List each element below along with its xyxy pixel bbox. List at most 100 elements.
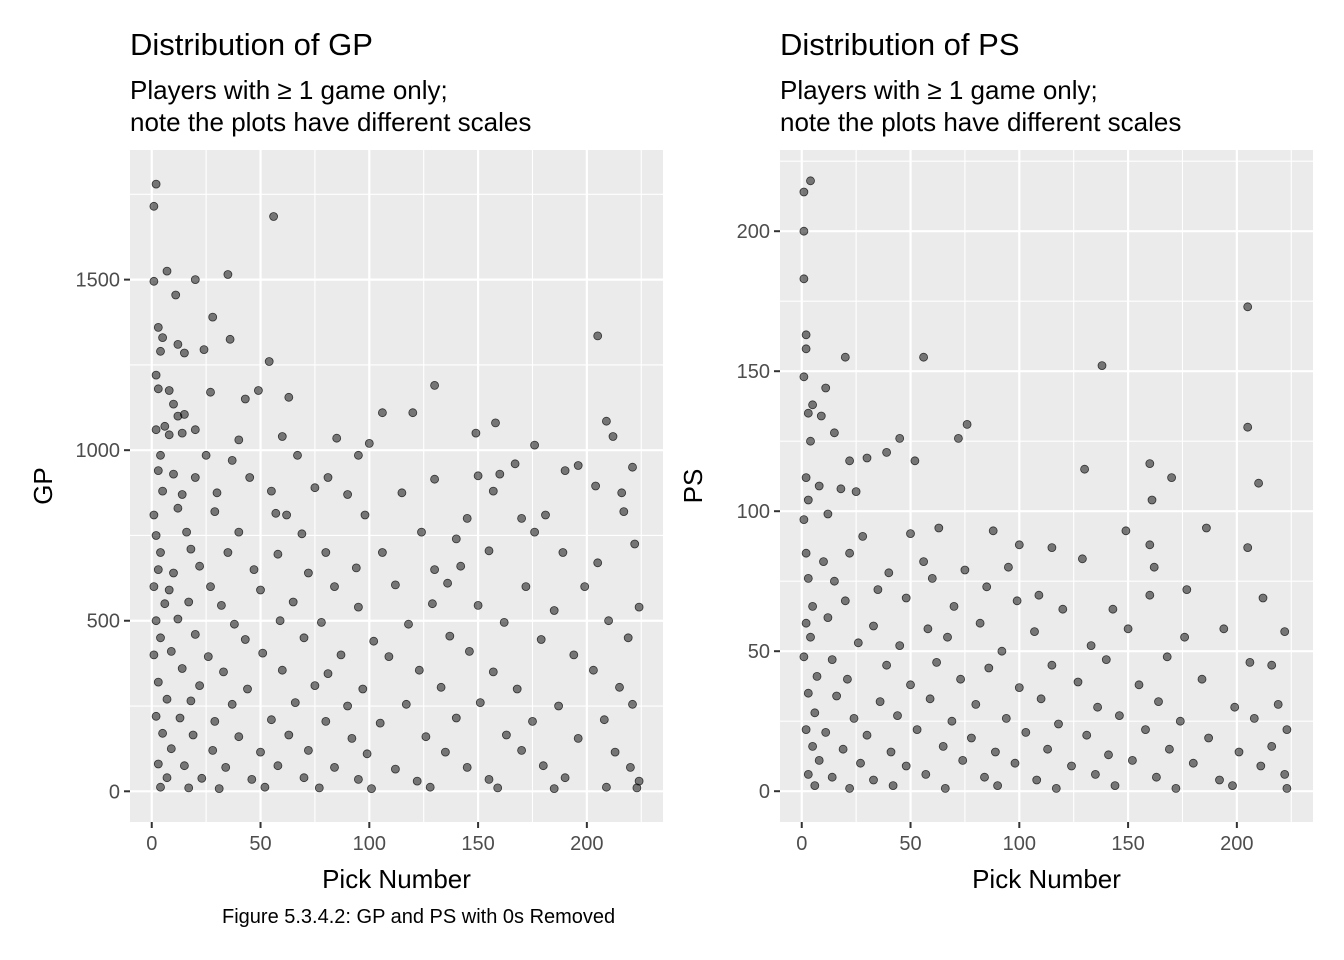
- gp-data-point: [593, 558, 603, 568]
- gp-data-point: [430, 380, 440, 390]
- ps-data-point: [932, 658, 942, 667]
- ps-data-point: [1258, 593, 1268, 603]
- ps-data-point: [808, 400, 818, 410]
- ps-data-point: [1245, 658, 1255, 667]
- gp-subtitle-line-1: Players with ≥ 1 game only;: [130, 75, 448, 105]
- ps-data-point: [1282, 784, 1292, 793]
- gp-data-point: [610, 747, 620, 757]
- ps-data-point: [1043, 744, 1053, 754]
- ps-data-point: [1280, 627, 1290, 636]
- ps-data-point: [949, 602, 959, 611]
- gp-subtitle-line-2: note the plots have different scales: [130, 107, 532, 137]
- ps-data-point: [886, 747, 896, 757]
- ps-data-point: [803, 770, 813, 779]
- gp-data-point: [560, 466, 570, 476]
- ps-data-point: [873, 585, 883, 594]
- gp-data-point: [275, 616, 285, 626]
- ps-data-point: [812, 672, 822, 681]
- ps-data-point: [1021, 728, 1031, 737]
- gp-data-point: [240, 635, 250, 644]
- gp-data-point: [256, 585, 265, 595]
- gp-data-point: [462, 514, 472, 523]
- gp-data-point: [271, 508, 281, 518]
- gp-data-point: [488, 486, 498, 496]
- gp-data-point: [362, 749, 372, 759]
- ps-data-point: [893, 711, 902, 720]
- gp-data-point: [619, 507, 629, 517]
- gp-data-point: [258, 648, 268, 658]
- gp-data-point: [421, 732, 431, 742]
- gp-data-point: [164, 585, 174, 595]
- ps-data-point: [1197, 674, 1207, 684]
- gp-data-point: [332, 433, 342, 443]
- ps-data-point: [993, 781, 1003, 790]
- gp-data-point: [632, 783, 642, 793]
- gp-data-point: [151, 616, 161, 626]
- ps-y-tick-label: 200: [737, 221, 770, 243]
- gp-data-point: [628, 699, 637, 709]
- gp-y-tick-label: 1000: [76, 440, 121, 462]
- gp-data-point: [284, 730, 294, 740]
- gp-data-point: [510, 459, 520, 469]
- gp-data-point: [234, 732, 244, 742]
- ps-data-point: [895, 641, 905, 650]
- figure-caption: Figure 5.3.4.2: GP and PS with 0s Remove…: [222, 906, 616, 928]
- gp-data-point: [162, 694, 172, 704]
- ps-data-point: [1114, 711, 1124, 720]
- gp-data-point: [273, 549, 283, 559]
- gp-x-tick-label: 200: [570, 833, 603, 855]
- gp-data-point: [336, 650, 346, 660]
- ps-data-point: [869, 621, 878, 631]
- gp-data-point: [223, 548, 233, 557]
- gp-data-point: [536, 635, 546, 644]
- ps-x-axis-title: Pick Number: [972, 864, 1121, 894]
- gp-data-point: [375, 718, 385, 728]
- gp-y-axis-title: GP: [28, 467, 58, 505]
- gp-data-point: [321, 548, 331, 557]
- ps-data-point: [990, 747, 1000, 757]
- ps-data-point: [801, 330, 811, 340]
- gp-data-point: [212, 488, 222, 498]
- ps-data-point: [832, 691, 842, 701]
- gp-data-point: [206, 387, 215, 397]
- gp-data-point: [173, 503, 183, 513]
- ps-data-point: [923, 624, 933, 634]
- ps-data-point: [1082, 730, 1092, 740]
- ps-data-point: [1180, 632, 1189, 642]
- ps-data-point: [829, 576, 839, 586]
- gp-data-point: [175, 713, 185, 723]
- ps-data-point: [1127, 756, 1137, 765]
- gp-data-point: [580, 582, 590, 591]
- ps-data-point: [1047, 543, 1057, 552]
- gp-data-point: [412, 776, 422, 786]
- ps-data-point: [1171, 784, 1181, 793]
- ps-data-point: [1141, 725, 1150, 734]
- gp-data-point: [604, 616, 613, 626]
- ps-data-point: [799, 187, 809, 197]
- ps-data-point: [869, 775, 878, 785]
- gp-data-point: [166, 744, 176, 754]
- ps-y-tick-label: 150: [737, 361, 770, 383]
- gp-data-point: [179, 348, 189, 358]
- gp-data-point: [149, 650, 159, 660]
- ps-data-point: [803, 574, 813, 583]
- gp-data-point: [528, 717, 537, 726]
- ps-data-point: [856, 758, 865, 768]
- gp-data-point: [390, 580, 400, 590]
- gp-data-point: [227, 699, 237, 709]
- gp-data-point: [628, 462, 637, 472]
- gp-data-point: [158, 728, 168, 738]
- gp-data-point: [364, 438, 374, 448]
- ps-data-point: [845, 548, 855, 558]
- ps-subtitle-line-1: Players with ≥ 1 game only;: [780, 75, 1098, 105]
- ps-data-point: [940, 784, 950, 793]
- gp-data-point: [299, 633, 309, 643]
- ps-data-point: [840, 352, 850, 362]
- gp-data-point: [330, 763, 339, 772]
- gp-data-point: [186, 544, 196, 554]
- ps-data-point: [1012, 596, 1022, 606]
- ps-data-point: [858, 532, 868, 541]
- ps-data-point: [1219, 624, 1229, 634]
- gp-data-point: [303, 746, 313, 755]
- ps-data-point: [1215, 775, 1224, 785]
